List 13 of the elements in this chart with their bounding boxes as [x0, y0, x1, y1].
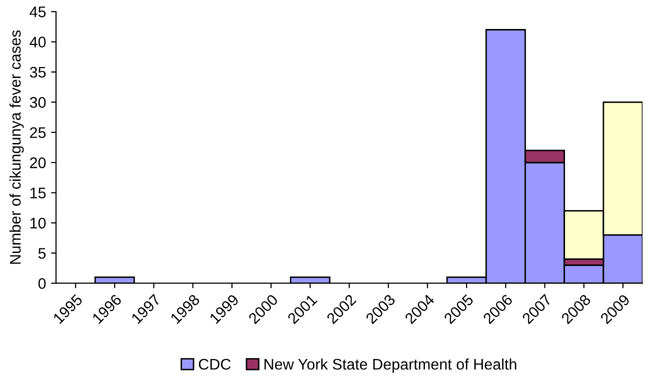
- y-tick-label: 30: [30, 97, 46, 108]
- y-tick-label: 40: [30, 36, 46, 48]
- y-tick-label: 0: [38, 278, 46, 289]
- legend-label: New York State Department of Health: [264, 358, 516, 373]
- y-tick-label: 20: [30, 157, 46, 168]
- legend-label: CDC: [198, 358, 231, 370]
- y-axis-title: Number of cikungunya fever cases: [10, 30, 24, 264]
- y-tick-label: 15: [30, 188, 46, 198]
- y-tick-label: 35: [30, 66, 46, 78]
- y-tick-label: 45: [30, 6, 46, 18]
- y-tick-label: 25: [30, 127, 46, 138]
- y-tick-label: 5: [38, 248, 46, 259]
- y-tick-label: 10: [30, 218, 46, 229]
